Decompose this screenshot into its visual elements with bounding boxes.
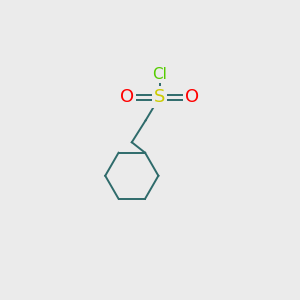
Text: O: O bbox=[120, 88, 134, 106]
Text: Cl: Cl bbox=[152, 67, 167, 82]
Text: O: O bbox=[185, 88, 199, 106]
Text: S: S bbox=[154, 88, 165, 106]
